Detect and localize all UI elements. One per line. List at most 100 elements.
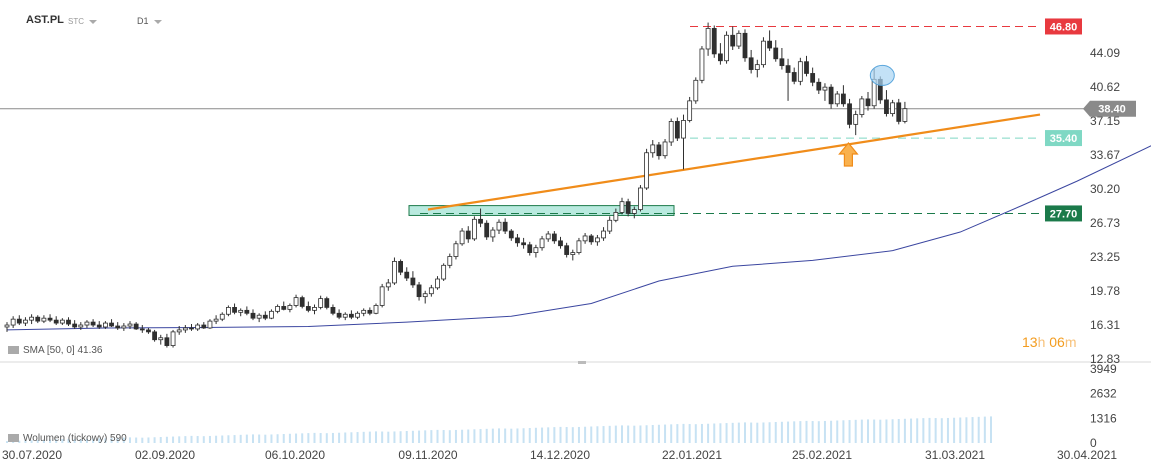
candle-body xyxy=(133,323,139,330)
volume-bar xyxy=(879,419,882,443)
volume-bar xyxy=(85,438,88,443)
candle-body xyxy=(724,34,729,62)
volume-bar xyxy=(344,432,347,443)
candle xyxy=(164,333,170,348)
candle-body xyxy=(435,278,440,289)
candle xyxy=(35,315,41,324)
price-tick-label: 44.09 xyxy=(1090,46,1120,60)
candle-body xyxy=(121,325,127,329)
volume-bar xyxy=(977,416,980,443)
volume-bar xyxy=(208,435,211,443)
candle xyxy=(416,281,422,301)
volume-bar xyxy=(172,436,175,443)
volume-bar xyxy=(848,420,851,443)
volume-bar xyxy=(307,433,310,443)
indicator-menu-icon[interactable] xyxy=(8,434,19,443)
volume-bar xyxy=(854,419,857,443)
price-tick-label: 30.20 xyxy=(1090,182,1120,196)
volume-bar xyxy=(768,422,771,443)
candle xyxy=(638,185,643,212)
candle xyxy=(16,315,22,326)
volume-bar xyxy=(897,419,900,443)
volume-bar xyxy=(885,419,888,443)
candle xyxy=(398,259,404,276)
volume-bar xyxy=(836,420,839,443)
candle-body xyxy=(213,318,219,322)
candle xyxy=(465,226,471,243)
candle xyxy=(650,140,656,158)
candle-body xyxy=(299,297,305,307)
candle xyxy=(287,303,293,313)
candle xyxy=(299,295,305,309)
candle xyxy=(484,220,490,240)
candle-body xyxy=(330,307,336,314)
candle xyxy=(127,321,133,329)
volume-bar xyxy=(368,431,371,443)
volume-bar xyxy=(325,433,328,443)
volume-bar xyxy=(891,419,894,443)
candle xyxy=(47,314,53,323)
volume-bar xyxy=(577,426,580,443)
volume-bar xyxy=(614,425,617,443)
sma-indicator-legend[interactable]: SMA [50, 0] 41.36 xyxy=(8,345,103,356)
trendline xyxy=(427,113,1041,211)
volume-bar xyxy=(98,438,101,443)
candle-body xyxy=(29,316,35,321)
candle xyxy=(275,304,281,314)
candle xyxy=(41,315,47,324)
candle-body xyxy=(84,321,90,326)
candle-body xyxy=(619,201,625,213)
candle xyxy=(201,322,207,329)
candle xyxy=(558,236,563,249)
volume-bar xyxy=(504,428,507,443)
volume-bar xyxy=(393,431,396,443)
indicator-menu-icon[interactable] xyxy=(8,346,19,355)
volume-bar xyxy=(498,428,500,443)
candle xyxy=(693,77,699,104)
candle-body xyxy=(478,218,483,224)
volume-bar xyxy=(387,431,390,443)
symbol-label[interactable]: AST.PL xyxy=(26,14,64,26)
support-zone xyxy=(408,205,675,216)
chevron-down-icon xyxy=(89,19,97,24)
volume-indicator-legend[interactable]: Wolumen (tickowy) 590 xyxy=(8,433,127,444)
volume-bar xyxy=(42,439,45,443)
volume-bar xyxy=(49,439,52,443)
candle-body xyxy=(287,305,293,310)
volume-bar xyxy=(184,436,187,443)
candle xyxy=(318,295,324,310)
candle-body xyxy=(336,312,342,318)
symbol-sub-label[interactable]: STC xyxy=(68,17,97,26)
candle xyxy=(687,96,693,123)
volume-bar xyxy=(774,422,777,443)
timer-minutes: 06 xyxy=(1049,334,1065,350)
volume-bar xyxy=(436,429,439,443)
volume-bar xyxy=(534,427,537,443)
candle-body xyxy=(650,144,656,154)
volume-bar xyxy=(129,437,131,443)
candle-body xyxy=(718,53,723,62)
candle xyxy=(250,309,256,321)
volume-bar xyxy=(159,437,162,443)
candle xyxy=(392,257,397,285)
candle-body xyxy=(318,298,324,308)
candle xyxy=(521,237,526,249)
candle-body xyxy=(367,309,373,314)
candle xyxy=(644,148,649,190)
candle-body xyxy=(773,47,779,60)
timeframe-selector[interactable]: D1 xyxy=(137,16,162,26)
candle-body xyxy=(527,244,533,253)
candle-body xyxy=(275,306,281,312)
volume-bar xyxy=(928,417,931,443)
date-tick-label: 31.03.2021 xyxy=(925,448,985,462)
candle-body xyxy=(392,261,397,284)
candle xyxy=(576,237,582,255)
candle xyxy=(244,306,250,316)
volume-bar xyxy=(713,423,716,443)
candles xyxy=(4,22,908,348)
candle-body xyxy=(447,256,453,266)
volume-bar xyxy=(731,422,734,443)
candle xyxy=(601,227,606,241)
candle-body xyxy=(588,235,594,243)
